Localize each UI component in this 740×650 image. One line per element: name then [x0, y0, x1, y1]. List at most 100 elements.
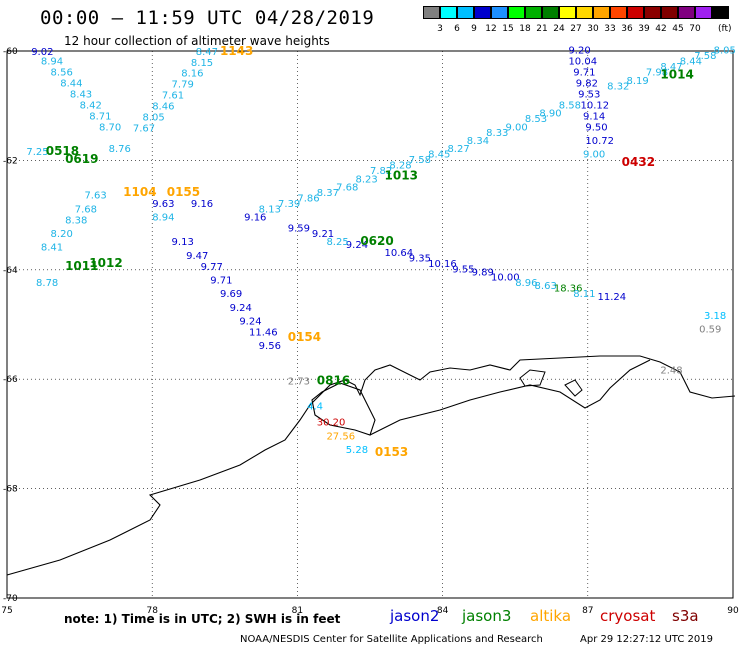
swh-value: 8.25 [326, 237, 348, 248]
swh-value: 9.47 [186, 251, 208, 262]
page-subtitle: 12 hour collection of altimeter wave hei… [64, 34, 330, 48]
swh-value: 10.72 [585, 136, 614, 147]
swh-value: 9.24 [346, 240, 368, 251]
swh-value: 8.63 [535, 281, 557, 292]
pass-time: 0816 [317, 374, 350, 388]
legend-label: 33 [604, 24, 616, 34]
y-tick-label: -70 [3, 594, 18, 604]
x-tick-label: 87 [582, 606, 593, 616]
swh-value: 9.59 [288, 224, 310, 235]
legend-label: 3 [437, 24, 443, 34]
legend-swatch [559, 6, 576, 19]
pass-time: 0518 [46, 144, 79, 158]
swh-value: 9.63 [152, 199, 174, 210]
swh-value: 9.20 [568, 46, 590, 57]
swh-value: 7.63 [84, 191, 106, 202]
swh-value: 9.82 [576, 79, 598, 90]
swh-value: 11.46 [249, 327, 278, 338]
swh-value: 7.68 [75, 204, 97, 215]
swh-value: 8.43 [70, 89, 92, 100]
swh-value: 10.64 [385, 248, 414, 259]
swh-value: 9.69 [220, 289, 242, 300]
swh-value: 7.58 [694, 51, 716, 62]
swh-value: 9.56 [259, 341, 281, 352]
pass-time: 0154 [288, 330, 321, 344]
swh-value: 8.28 [389, 161, 411, 172]
pass-time: 1143 [220, 44, 253, 58]
swh-value: 8.19 [627, 76, 649, 87]
swh-value: 8.56 [51, 68, 73, 79]
legend-label: 24 [553, 24, 565, 34]
wave-height-labels: 9.028.948.568.448.438.428.718.708.767.63… [26, 46, 736, 456]
pass-time: 0620 [360, 234, 393, 248]
swh-value: 8.94 [41, 57, 63, 68]
legend-label: 9 [471, 24, 477, 34]
legend-label: 27 [570, 24, 582, 34]
swh-value: 7.86 [297, 193, 319, 204]
swh-value: 8.71 [89, 111, 111, 122]
swh-value: 11.24 [597, 292, 626, 303]
swh-value: 8.58 [559, 100, 581, 111]
swh-value: 8.45 [428, 150, 450, 161]
swh-value: 9.77 [201, 262, 223, 273]
legend-swatch [491, 6, 508, 19]
legend-label: 6 [454, 24, 460, 34]
legend-swatch [644, 6, 661, 19]
swh-value: 7.68 [336, 182, 358, 193]
swh-value: 8.15 [191, 58, 213, 69]
swh-value: 8.05 [143, 112, 165, 123]
swh-value: 8.44 [60, 79, 82, 90]
x-tick-label: 75 [1, 606, 12, 616]
legend-swatch [593, 6, 610, 19]
swh-value: 8.42 [80, 100, 102, 111]
legend-label: 70 [689, 24, 701, 34]
legend-swatch [440, 6, 457, 19]
swh-value: 0.59 [699, 325, 721, 336]
x-tick-label: 90 [727, 606, 739, 616]
page-title: 00:00 – 11:59 UTC 04/28/2019 [40, 7, 375, 29]
legend-label: 30 [587, 24, 599, 34]
swh-value: 7.39 [278, 199, 300, 210]
satellite-jason3: jason3 [462, 607, 512, 625]
swh-value: 8.05 [714, 46, 736, 57]
swh-value: 9.53 [578, 89, 600, 100]
legend-label: 12 [485, 24, 497, 34]
swh-value: 8.23 [355, 174, 377, 185]
swh-value: 8.96 [515, 278, 537, 289]
swh-value: 8.13 [259, 204, 281, 215]
swh-value: 30.20 [317, 418, 346, 429]
legend-swatch [525, 6, 542, 19]
legend-swatch [678, 6, 695, 19]
legend-swatch [542, 6, 559, 19]
swh-value: 9.71 [210, 275, 232, 286]
pass-time: 1014 [660, 67, 693, 81]
pass-time: 0619 [65, 152, 98, 166]
swh-value: 2.73 [288, 377, 310, 388]
legend-unit: (ft) [718, 24, 732, 34]
swh-value: 9.50 [585, 122, 607, 133]
swh-value: 3.18 [704, 311, 726, 322]
swh-value: 8.53 [525, 114, 547, 125]
legend-label: 42 [655, 24, 667, 34]
swh-value: 9.35 [409, 254, 431, 265]
swh-value: 8.37 [317, 188, 339, 199]
pass-time: 0155 [167, 185, 200, 199]
swh-value: 4.4 [307, 401, 323, 412]
swh-value: 9.24 [239, 317, 261, 328]
y-tick-label: -68 [3, 485, 18, 495]
swh-value: 9.00 [506, 122, 528, 133]
y-tick-label: -62 [3, 156, 18, 166]
swh-value: 8.94 [152, 213, 174, 224]
swh-value: 8.16 [181, 69, 203, 80]
swh-value: 8.27 [447, 144, 469, 155]
footer-timestamp: Apr 29 12:27:12 UTC 2019 [580, 634, 713, 645]
legend-swatch [610, 6, 627, 19]
legend-swatch [457, 6, 474, 19]
swh-value: 8.46 [152, 102, 174, 113]
pass-time: 0153 [375, 445, 408, 459]
legend-label: 15 [502, 24, 514, 34]
pass-time: 1011 [65, 259, 98, 273]
swh-value: 10.00 [491, 273, 520, 284]
swh-value: 7.79 [172, 80, 194, 91]
